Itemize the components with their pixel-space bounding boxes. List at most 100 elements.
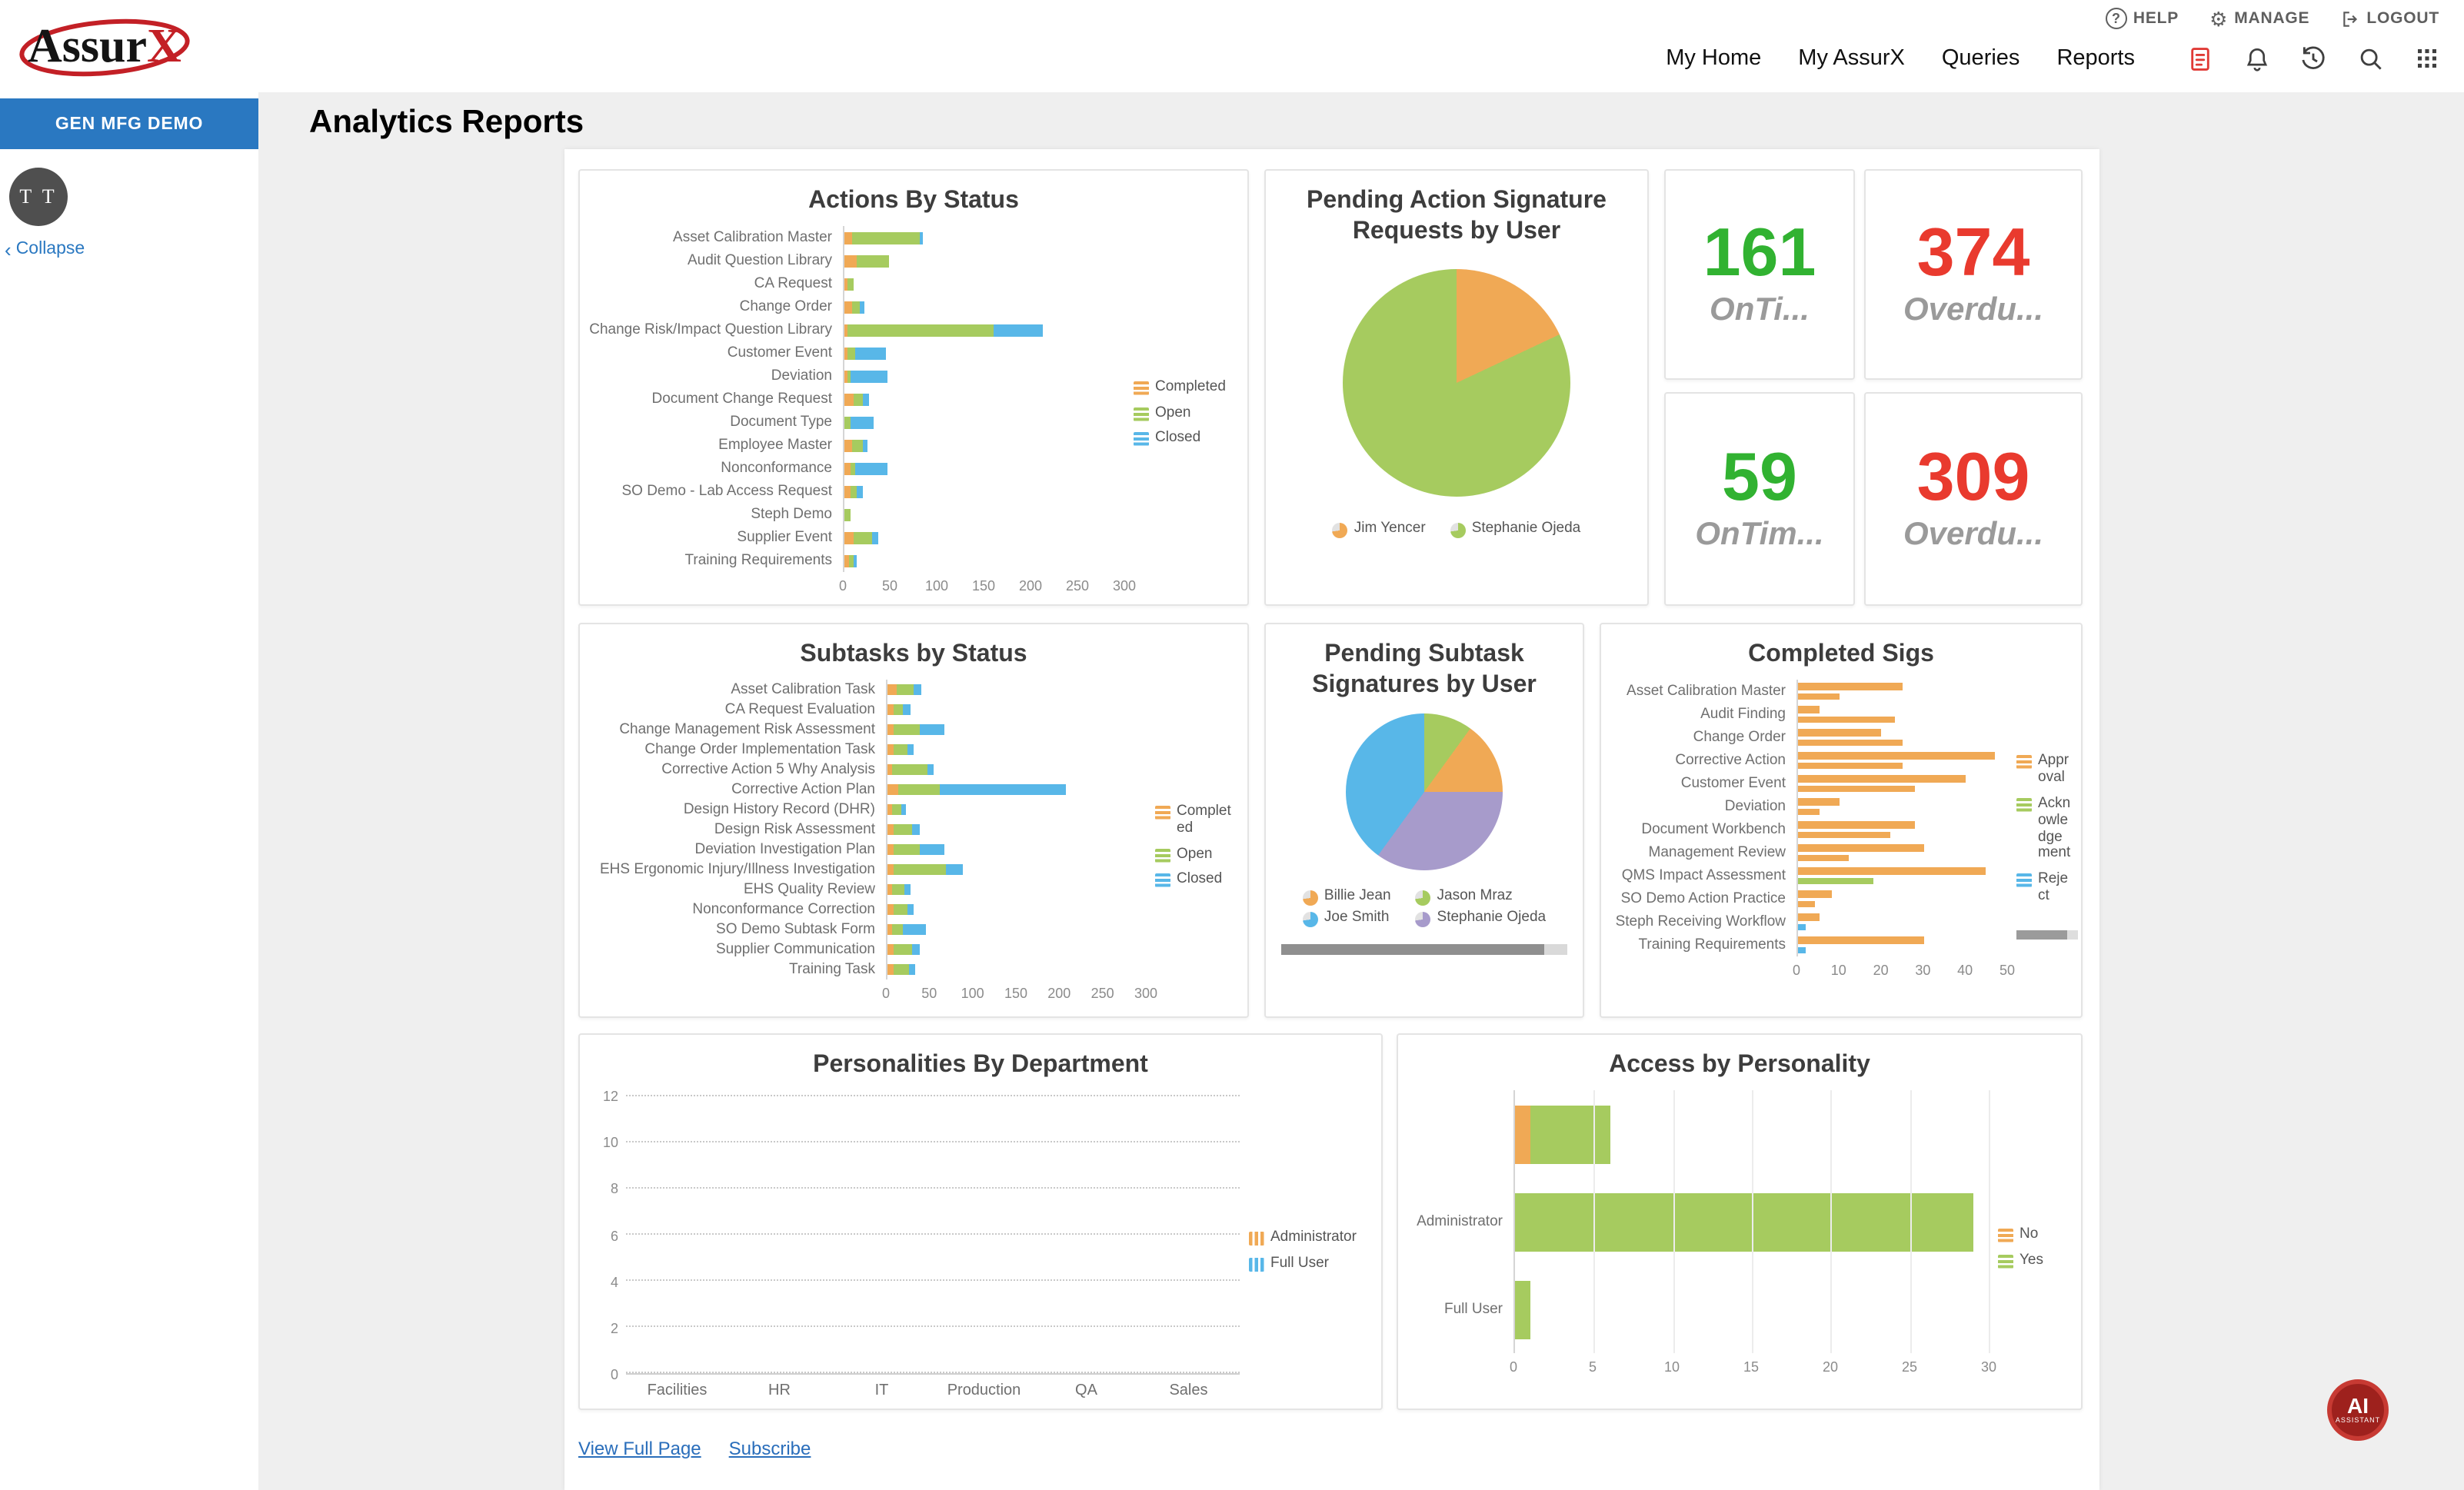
legend-scrollbar[interactable] bbox=[2016, 930, 2078, 940]
chart-row: Customer Event bbox=[1607, 772, 2007, 795]
gridline bbox=[626, 1187, 1240, 1189]
subscribe-link[interactable]: Subscribe bbox=[728, 1438, 811, 1459]
category-label: Design Risk Assessment bbox=[714, 821, 875, 838]
green-series-glyph bbox=[2016, 797, 2032, 812]
chart-element: 0 50 100 150 200 250 300 bbox=[839, 575, 1136, 600]
orange-series-glyph bbox=[1332, 523, 1348, 538]
bar bbox=[1798, 785, 1916, 792]
bar-segment bbox=[894, 964, 909, 975]
chart-element bbox=[1796, 841, 2007, 864]
main-content: Analytics Reports Actions By Status Asse… bbox=[258, 92, 2464, 1490]
bar bbox=[1798, 808, 1820, 815]
chart-element bbox=[1798, 844, 2007, 861]
history-icon[interactable] bbox=[2298, 43, 2329, 74]
legend-item: Completed bbox=[1134, 377, 1238, 396]
bar-segment bbox=[844, 439, 852, 451]
chart-card-personalities-by-department: Personalities By Department 0 2 4 6 8 10 12 Fac… bbox=[578, 1033, 1383, 1410]
chart-element bbox=[887, 964, 1146, 975]
bar-segment bbox=[844, 278, 848, 290]
chart-row: CA Request bbox=[586, 272, 1124, 295]
legend-item: No bbox=[1998, 1225, 2072, 1243]
gridline bbox=[1673, 1266, 1675, 1353]
legend-label: Stephanie Ojeda bbox=[1437, 909, 1547, 926]
chart-element bbox=[1796, 749, 2007, 772]
user-avatar[interactable]: T T bbox=[9, 168, 68, 226]
assurx-logo[interactable]: AssurX bbox=[18, 11, 234, 81]
axis-tick: 300 bbox=[1134, 986, 1158, 1001]
logout-link[interactable]: LOGOUT bbox=[2340, 8, 2439, 28]
chart-element bbox=[844, 462, 1124, 474]
gridline bbox=[626, 1095, 1240, 1096]
category-label: Asset Calibration Master bbox=[1627, 683, 1786, 700]
bar-segment bbox=[939, 784, 1067, 795]
blue-series-glyph bbox=[1134, 432, 1149, 447]
notifications-bell-icon[interactable] bbox=[2241, 43, 2272, 74]
apps-grid-icon[interactable] bbox=[2412, 43, 2442, 74]
nav-my-home[interactable]: My Home bbox=[1666, 46, 1762, 71]
axis-tick: 5 bbox=[1588, 1359, 1597, 1375]
orange-series-glyph bbox=[2016, 754, 2032, 769]
blue-series-glyph bbox=[1249, 1257, 1264, 1271]
legend-item: Billie Jean bbox=[1302, 887, 1391, 906]
sidebar-collapse-button[interactable]: ‹ Collapse bbox=[5, 239, 85, 259]
search-icon[interactable] bbox=[2355, 43, 2386, 74]
bar-segment bbox=[872, 531, 879, 544]
chart-row: Training Requirements bbox=[1607, 933, 2007, 956]
category-label: Deviation bbox=[771, 368, 832, 384]
view-full-page-link[interactable]: View Full Page bbox=[578, 1438, 701, 1459]
legend-label: Full User bbox=[1270, 1254, 1330, 1271]
bar-segment bbox=[927, 764, 934, 775]
help-link[interactable]: ? HELP bbox=[2105, 8, 2179, 29]
category-label: Design History Record (DHR) bbox=[683, 801, 875, 818]
category-label: CA Request Evaluation bbox=[724, 701, 875, 718]
bar-segment bbox=[920, 724, 944, 735]
bar-segment bbox=[847, 324, 994, 336]
scrollbar-thumb bbox=[1281, 944, 1544, 955]
chart-row: Deviation Investigation Plan bbox=[586, 840, 1146, 860]
chart-legend: Completed Open Closed bbox=[1124, 226, 1238, 601]
category-label: Training Requirements bbox=[1638, 936, 1786, 953]
horizontal-scrollbar[interactable] bbox=[1281, 944, 1567, 955]
bar-segment bbox=[894, 724, 921, 735]
manage-link[interactable]: ⚙ MANAGE bbox=[2209, 8, 2309, 28]
bar-segment bbox=[854, 554, 857, 567]
chart-element bbox=[844, 439, 1124, 451]
chart-element bbox=[844, 231, 1124, 244]
category-label: Deviation Investigation Plan bbox=[694, 841, 876, 858]
nav-my-assurx[interactable]: My AssurX bbox=[1798, 46, 1905, 71]
bar bbox=[1798, 706, 1820, 713]
chart-row: Audit Finding bbox=[1607, 703, 2007, 726]
legend-label: Joe Smith bbox=[1324, 909, 1390, 926]
manage-label: MANAGE bbox=[2234, 9, 2310, 28]
x-axis: 0 10 20 30 40 50 bbox=[1607, 960, 2015, 984]
chart-element bbox=[843, 272, 1124, 295]
bar-segment bbox=[857, 485, 862, 497]
category-label: Asset Calibration Master bbox=[673, 229, 832, 246]
chart-title: Actions By Status bbox=[808, 188, 1019, 214]
chart-row: Steph Demo bbox=[586, 503, 1124, 526]
chart-element bbox=[843, 434, 1124, 457]
chart-element bbox=[1798, 706, 2007, 723]
axis-tick: 100 bbox=[961, 986, 984, 1001]
chart-element bbox=[843, 318, 1124, 341]
y-axis: 0 2 4 6 8 10 12 bbox=[595, 1089, 626, 1382]
logout-label: LOGOUT bbox=[2366, 9, 2439, 28]
category-label: Supplier Communication bbox=[716, 941, 875, 958]
tasks-icon[interactable] bbox=[2184, 43, 2215, 74]
nav-reports[interactable]: Reports bbox=[2056, 46, 2135, 71]
blue-series-glyph bbox=[2016, 873, 2032, 888]
legend-item: Open bbox=[1155, 845, 1238, 863]
bar-segment bbox=[1515, 1105, 1531, 1163]
workspace-banner[interactable]: GEN MFG DEMO bbox=[0, 98, 258, 149]
category-label: Customer Event bbox=[727, 344, 832, 361]
axis-tick: 50 bbox=[881, 578, 898, 594]
bar-segment bbox=[919, 231, 923, 244]
axis-tick: 8 bbox=[610, 1181, 618, 1197]
category-label: HR bbox=[768, 1382, 791, 1399]
nav-queries[interactable]: Queries bbox=[1941, 46, 2020, 71]
chart-row: QMS Impact Assessment bbox=[1607, 864, 2007, 887]
category-label: Audit Question Library bbox=[688, 252, 832, 269]
ai-assistant-button[interactable]: AI ASSISTANT bbox=[2327, 1379, 2389, 1441]
bar-segment bbox=[844, 416, 851, 428]
bar bbox=[1798, 844, 1924, 851]
